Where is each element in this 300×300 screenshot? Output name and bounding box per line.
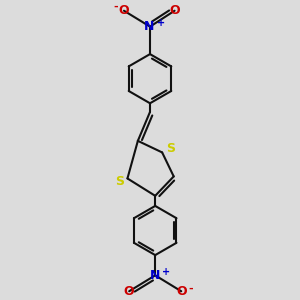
Text: -: - <box>113 2 118 11</box>
Text: N: N <box>144 20 154 33</box>
Text: +: + <box>157 18 165 28</box>
Text: O: O <box>176 285 187 298</box>
Text: O: O <box>169 4 180 17</box>
Text: O: O <box>119 4 129 17</box>
Text: S: S <box>166 142 175 155</box>
Text: -: - <box>188 283 193 293</box>
Text: +: + <box>162 267 170 277</box>
Text: N: N <box>150 269 160 282</box>
Text: S: S <box>115 175 124 188</box>
Text: O: O <box>124 285 134 298</box>
